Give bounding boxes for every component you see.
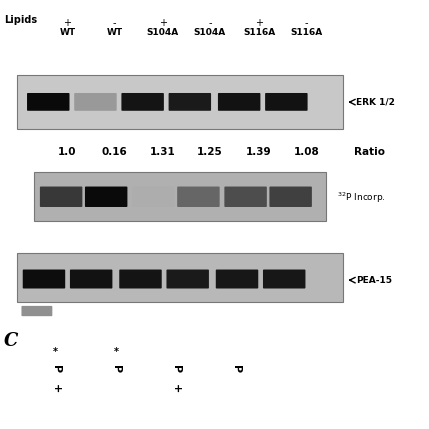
FancyBboxPatch shape [23, 269, 65, 288]
Text: 1.25: 1.25 [197, 147, 223, 157]
Text: PEA-15: PEA-15 [356, 276, 392, 284]
FancyBboxPatch shape [40, 187, 82, 207]
FancyBboxPatch shape [132, 187, 175, 207]
Text: +: + [63, 18, 71, 28]
Text: S104A: S104A [193, 28, 226, 37]
Text: S104A: S104A [146, 28, 179, 37]
Text: +: + [255, 18, 263, 28]
FancyBboxPatch shape [169, 93, 211, 111]
Text: Lipids: Lipids [4, 15, 37, 25]
FancyBboxPatch shape [166, 269, 209, 288]
FancyBboxPatch shape [263, 269, 305, 288]
FancyBboxPatch shape [216, 269, 258, 288]
FancyBboxPatch shape [74, 93, 117, 111]
FancyBboxPatch shape [119, 269, 162, 288]
Text: -: - [305, 18, 308, 28]
Text: *: * [53, 347, 58, 357]
Text: +: + [51, 384, 61, 393]
FancyBboxPatch shape [177, 187, 220, 207]
Text: +: + [159, 18, 166, 28]
Text: +: + [171, 384, 181, 393]
FancyBboxPatch shape [27, 93, 69, 111]
Text: P: P [231, 365, 241, 373]
Text: 1.08: 1.08 [293, 147, 319, 157]
Text: *: * [113, 347, 118, 357]
Bar [17, 75, 343, 129]
FancyBboxPatch shape [265, 93, 308, 111]
FancyBboxPatch shape [121, 93, 164, 111]
FancyBboxPatch shape [21, 306, 52, 316]
Text: 1.39: 1.39 [246, 147, 272, 157]
Text: WT: WT [59, 28, 76, 37]
Text: P: P [111, 365, 121, 373]
Text: 1.31: 1.31 [150, 147, 175, 157]
Text: P: P [51, 365, 61, 373]
Text: P: P [171, 365, 181, 373]
Text: -: - [113, 18, 116, 28]
Text: C: C [4, 332, 19, 350]
Text: ERK 1/2: ERK 1/2 [356, 98, 395, 106]
Text: -: - [208, 18, 211, 28]
Text: S116A: S116A [243, 28, 275, 37]
FancyBboxPatch shape [70, 269, 112, 288]
FancyBboxPatch shape [218, 93, 260, 111]
Bar [17, 253, 343, 302]
Text: $^{32}$P Incorp.: $^{32}$P Incorp. [337, 191, 386, 205]
Bar [34, 172, 326, 221]
FancyBboxPatch shape [224, 187, 267, 207]
Text: 0.16: 0.16 [102, 147, 127, 157]
Text: S116A: S116A [290, 28, 323, 37]
FancyBboxPatch shape [269, 187, 312, 207]
Text: WT: WT [106, 28, 123, 37]
FancyBboxPatch shape [85, 187, 127, 207]
Text: 1.0: 1.0 [58, 147, 77, 157]
Text: Ratio: Ratio [354, 147, 385, 157]
